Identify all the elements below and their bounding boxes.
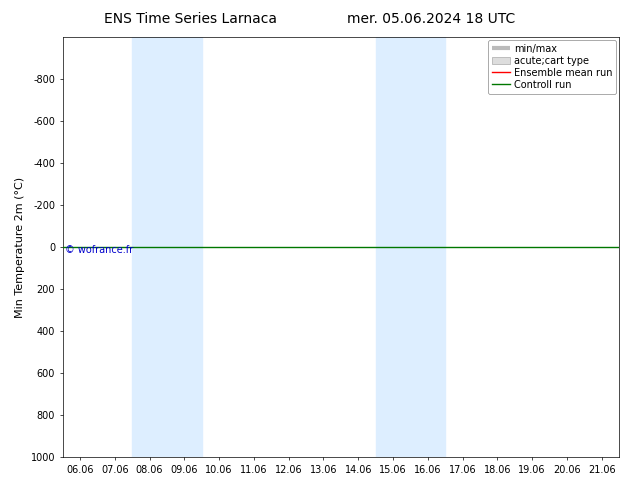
Y-axis label: Min Temperature 2m (°C): Min Temperature 2m (°C) <box>15 176 25 318</box>
Text: mer. 05.06.2024 18 UTC: mer. 05.06.2024 18 UTC <box>347 12 515 26</box>
Bar <box>375 37 445 457</box>
Text: ENS Time Series Larnaca: ENS Time Series Larnaca <box>104 12 276 26</box>
Legend: min/max, acute;cart type, Ensemble mean run, Controll run: min/max, acute;cart type, Ensemble mean … <box>488 40 616 94</box>
Text: © wofrance.fr: © wofrance.fr <box>65 245 134 255</box>
Bar <box>133 37 202 457</box>
